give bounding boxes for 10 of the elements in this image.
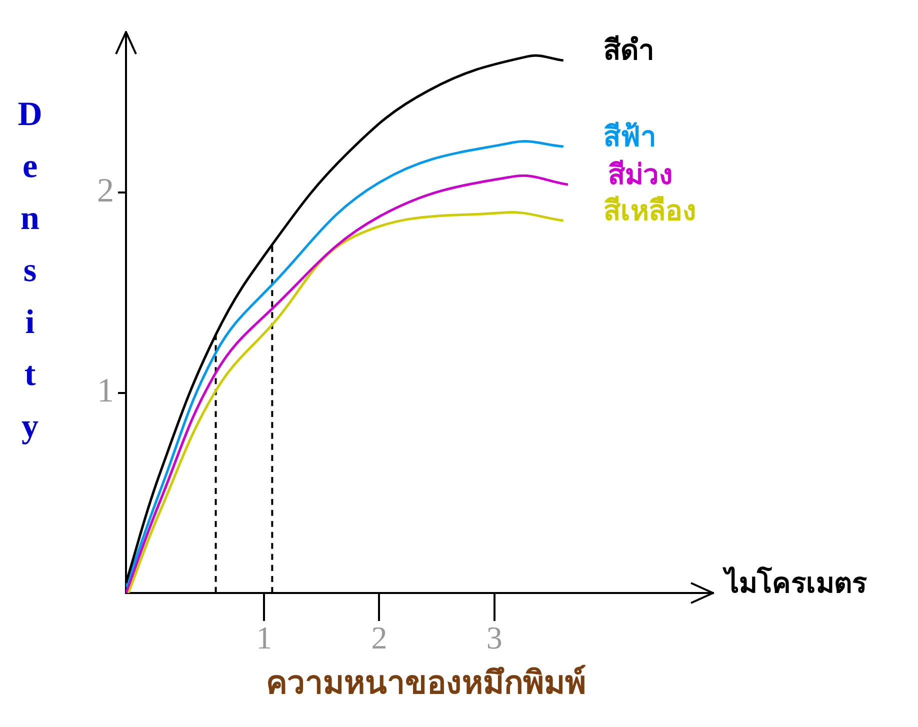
text: ไมโครเมตร <box>722 565 867 600</box>
y-axis-title: Density <box>18 96 42 445</box>
series-label: สีม่วง <box>608 158 673 191</box>
series-label: สีฟ้า <box>603 120 656 153</box>
series-label: สีเหลือง <box>603 194 696 227</box>
x-tick-label: 3 <box>486 620 502 656</box>
series-label: สีดำ <box>603 34 654 67</box>
x-tick-label: 2 <box>371 620 388 656</box>
x-tick-label: 1 <box>256 620 272 656</box>
x-axis-title: ความหนาของหมึกพิมพ์ <box>266 663 586 702</box>
